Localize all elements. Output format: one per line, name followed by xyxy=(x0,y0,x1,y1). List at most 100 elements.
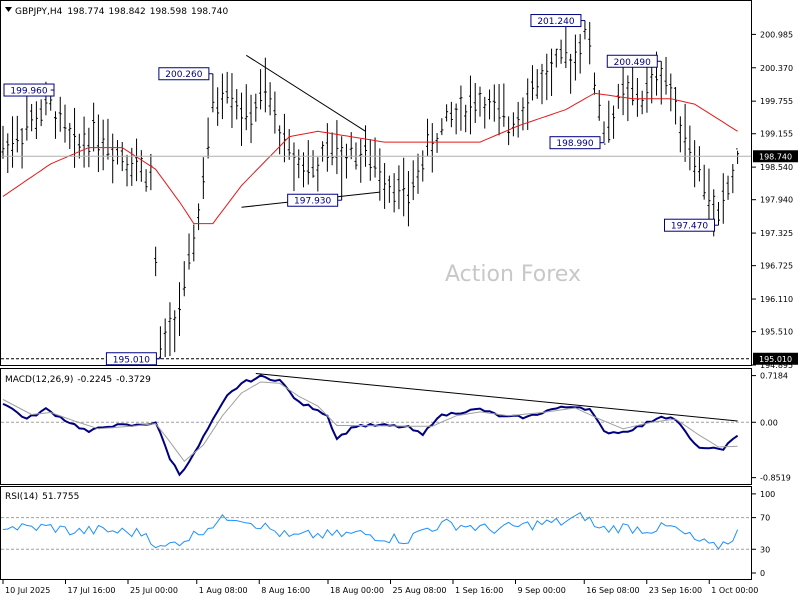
price-bar xyxy=(168,302,172,357)
price-bar xyxy=(731,163,735,194)
price-label: 200.260 xyxy=(158,67,213,81)
price-bar xyxy=(211,73,215,113)
price-bar xyxy=(597,89,601,121)
price-bar xyxy=(278,125,282,155)
price-bar xyxy=(340,136,344,201)
macd-tick-label: -0.8519 xyxy=(760,474,791,483)
macd-pane: 0.7184 0.00 -0.8519 xyxy=(1,372,791,483)
price-bar xyxy=(602,121,606,145)
price-bar xyxy=(483,96,487,129)
price-tick-label: 194.895 xyxy=(760,361,793,370)
rsi-tick-label: 30 xyxy=(760,545,770,554)
rsi-label: RSI(14) 51.7755 xyxy=(5,492,79,502)
price-bar xyxy=(368,139,372,181)
price-bar xyxy=(106,118,110,160)
price-bar xyxy=(449,101,453,128)
price-bar xyxy=(325,123,329,172)
symbol-label: GBPJPY,H4 198.774 198.842 198.598 198.740 xyxy=(15,7,228,17)
rsi-pane: 100 70 30 0 xyxy=(1,490,775,578)
price-bar xyxy=(406,171,410,227)
price-label-text: 197.930 xyxy=(294,197,331,207)
time-tick-label: 1 Aug 08:00 xyxy=(199,586,248,595)
price-bar xyxy=(583,20,587,40)
price-bar xyxy=(25,96,29,141)
current-price-tag: 198.740 xyxy=(753,150,798,163)
price-bar xyxy=(287,129,291,160)
price-bar xyxy=(383,163,387,209)
dropdown-triangle-icon[interactable] xyxy=(5,7,12,12)
price-tick-label: 196.725 xyxy=(760,262,793,271)
price-bar xyxy=(540,63,544,105)
price-bar xyxy=(697,146,701,182)
price-bar xyxy=(721,173,725,224)
price-bar xyxy=(631,61,635,106)
price-annotations: 199.960 200.260 197.930 201.240 200.490 198.9… xyxy=(3,14,719,366)
price-bar xyxy=(263,57,267,113)
price-bar xyxy=(435,133,439,153)
price-bar xyxy=(135,138,139,182)
rsi-tick-label: 100 xyxy=(760,490,775,499)
price-tick-label: 200.985 xyxy=(760,30,793,39)
price-bar xyxy=(674,86,678,125)
price-bar xyxy=(20,128,24,169)
price-bar xyxy=(607,100,611,143)
price-bar xyxy=(15,115,19,153)
price-bar xyxy=(53,111,57,139)
price-bar xyxy=(478,86,482,117)
price-bar xyxy=(244,84,248,131)
price-bar xyxy=(473,82,477,123)
price-label: 200.490 xyxy=(606,54,662,68)
price-bar xyxy=(497,84,501,136)
time-tick-label: 10 Jul 2025 xyxy=(5,586,50,595)
time-tick-label: 25 Aug 08:00 xyxy=(393,586,447,595)
price-tick-label: 197.940 xyxy=(760,196,793,205)
price-tick-label: 200.370 xyxy=(760,64,793,73)
price-bar xyxy=(182,261,186,297)
price-bar xyxy=(717,201,720,226)
price-tick-label: 197.325 xyxy=(760,229,793,238)
price-bar xyxy=(273,91,277,134)
time-tick-label: 16 Sep 08:00 xyxy=(586,586,639,595)
price-bar xyxy=(645,59,649,113)
price-bar xyxy=(235,89,239,120)
price-bar xyxy=(220,73,224,120)
price-trendline xyxy=(246,54,366,132)
price-bar xyxy=(445,104,449,122)
price-tick-label: 196.110 xyxy=(760,295,793,304)
price-bar xyxy=(292,142,296,192)
price-bar xyxy=(588,21,592,65)
price-label: 197.470 xyxy=(664,218,719,232)
price-bar xyxy=(664,56,668,95)
price-bar xyxy=(530,65,534,101)
price-bar xyxy=(173,310,177,353)
price-bar xyxy=(550,48,554,96)
price-bar xyxy=(306,140,310,185)
watermark: Action Forex xyxy=(445,262,581,287)
price-bar xyxy=(139,150,143,182)
price-label: 198.990 xyxy=(549,136,605,150)
price-bar xyxy=(578,34,582,74)
price-bar xyxy=(659,61,663,105)
price-bar xyxy=(34,101,38,140)
rsi-line xyxy=(2,512,739,550)
price-bar xyxy=(612,105,616,139)
price-label: 197.930 xyxy=(287,193,342,207)
price-bar xyxy=(454,103,458,135)
price-bar xyxy=(230,73,234,128)
price-bar xyxy=(364,125,368,167)
price-bar xyxy=(678,116,682,153)
price-bar xyxy=(640,90,644,115)
macd-signal-line xyxy=(2,381,738,463)
price-bar xyxy=(669,73,673,112)
price-label: 195.010 xyxy=(105,352,161,366)
price-bar xyxy=(545,53,549,101)
price-bar xyxy=(125,154,129,187)
price-bar xyxy=(387,175,391,203)
price-tick-label: 195.510 xyxy=(760,328,793,337)
price-bar xyxy=(321,141,325,162)
time-tick-label: 23 Sep 16:00 xyxy=(649,586,702,595)
price-bar xyxy=(259,69,263,110)
price-bar xyxy=(702,164,706,200)
price-bar xyxy=(516,101,520,138)
